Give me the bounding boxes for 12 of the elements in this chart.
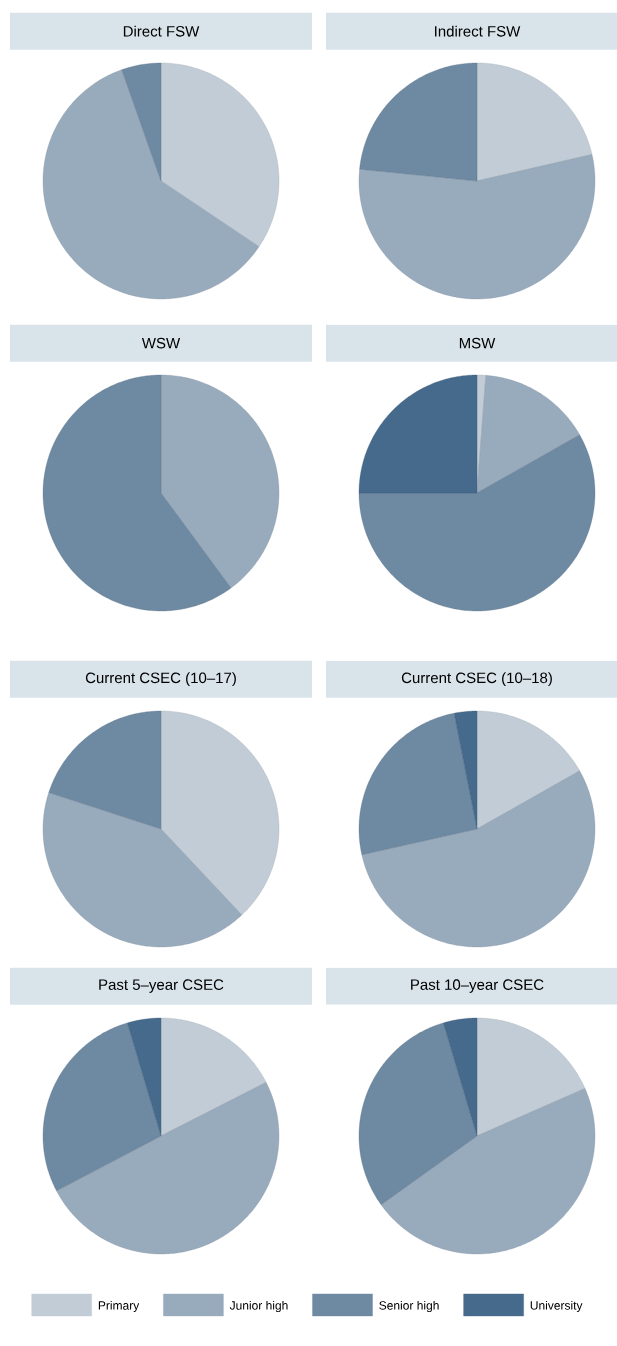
legend-label: Junior high <box>229 1300 288 1313</box>
legend-label: Senior high <box>379 1300 439 1313</box>
chart-title: Direct FSW <box>123 25 200 37</box>
chart-title: Indirect FSW <box>435 25 521 37</box>
chart-title: Current CSEC (10–18) <box>401 672 552 687</box>
chart-title: MSW <box>459 337 496 349</box>
chart-title: Past 10–year CSEC <box>411 979 544 993</box>
legend-label: Primary <box>98 1300 140 1313</box>
chart-title: Current CSEC (10–17) <box>85 672 236 687</box>
chart-title: Past 5–year CSEC <box>99 979 224 993</box>
chart-title: WSW <box>141 337 181 349</box>
legend-label: University <box>530 1300 583 1313</box>
